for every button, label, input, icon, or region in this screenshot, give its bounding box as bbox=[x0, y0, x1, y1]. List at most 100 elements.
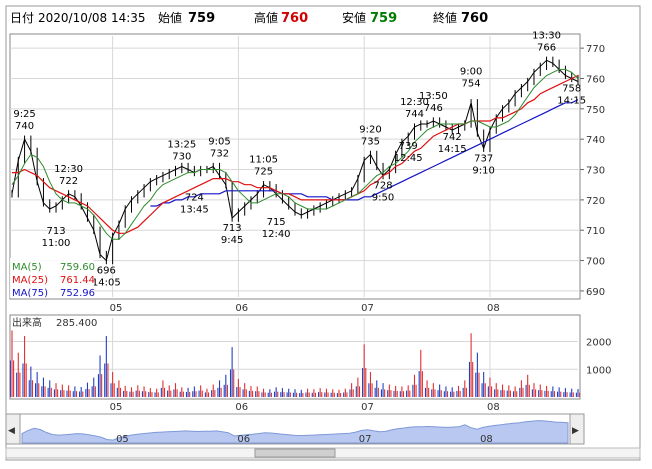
price-annotation: 12:30 bbox=[54, 164, 83, 175]
price-annotation: 12:30 bbox=[400, 97, 429, 108]
price-line bbox=[11, 59, 579, 262]
volume-value: 285.400 bbox=[56, 318, 97, 329]
legend-box bbox=[10, 258, 94, 298]
price-annotation: 744 bbox=[405, 109, 424, 120]
price-annotation: 732 bbox=[210, 149, 229, 160]
price-annotation: 730 bbox=[172, 152, 191, 163]
price-x-axis: 05 06 07 08 bbox=[110, 303, 500, 314]
close-value: 760 bbox=[461, 11, 488, 26]
price-annotations: 9:2574012:3072271311:0069614:0513:257307… bbox=[13, 30, 586, 288]
price-annotation: 715 bbox=[267, 217, 286, 228]
nav-right-arrow-icon: ▶ bbox=[572, 426, 579, 436]
low-label: 安値 bbox=[342, 10, 366, 25]
price-annotation: 9:10 bbox=[472, 165, 494, 176]
price-annotation: 725 bbox=[254, 167, 273, 178]
price-annotation: 746 bbox=[424, 103, 443, 114]
price-annotation: 742 bbox=[443, 132, 462, 143]
low-value: 759 bbox=[370, 11, 397, 26]
price-annotation: 713 bbox=[46, 226, 65, 237]
date-label: 日付 bbox=[10, 11, 34, 25]
price-annotation: 13:25 bbox=[167, 140, 196, 151]
legend-ma75-name: MA(75) bbox=[12, 288, 48, 299]
open-value: 759 bbox=[188, 11, 215, 26]
price-annotation: 722 bbox=[59, 176, 78, 187]
volume-x-axis: 05 06 07 08 bbox=[110, 402, 500, 413]
nav-x-label: 05 bbox=[116, 434, 129, 445]
price-tick-label: 770 bbox=[586, 44, 605, 55]
price-annotation: 737 bbox=[474, 153, 493, 164]
price-annotation: 740 bbox=[15, 121, 34, 132]
nav-left-arrow-icon: ◀ bbox=[8, 426, 15, 436]
volume-bars bbox=[9, 330, 581, 397]
price-annotation: 758 bbox=[562, 83, 581, 94]
price-tick-label: 740 bbox=[586, 135, 605, 146]
price-annotation: 13:50 bbox=[419, 91, 448, 102]
close-label: 終値 bbox=[433, 10, 457, 25]
legend-ma25-name: MA(25) bbox=[12, 275, 48, 286]
nav-x-label: 08 bbox=[480, 434, 493, 445]
volume-x-label: 06 bbox=[235, 402, 248, 413]
nav-x-label: 06 bbox=[237, 434, 250, 445]
price-annotation: 14:15 bbox=[557, 95, 586, 106]
price-annotation: 11:05 bbox=[249, 155, 278, 166]
price-annotation: 14:05 bbox=[92, 278, 121, 289]
volume-x-label: 08 bbox=[487, 402, 500, 413]
price-annotation: 13:30 bbox=[532, 30, 561, 41]
price-axis: 690 700 710 720 730 740 750 760 770 bbox=[580, 44, 605, 298]
volume-title: 出来高 bbox=[12, 316, 42, 329]
volume-x-label: 05 bbox=[110, 402, 123, 413]
volume-axis: 1000 2000 bbox=[586, 338, 611, 377]
ma5-line bbox=[11, 68, 579, 240]
price-annotation: 9:00 bbox=[460, 67, 482, 78]
price-annotation: 9:20 bbox=[359, 124, 381, 135]
ma75-line bbox=[150, 99, 579, 207]
legend: MA(5) 759.60 MA(25) 761.44 MA(75) 752.96 bbox=[10, 258, 95, 299]
price-series bbox=[11, 56, 579, 265]
legend-ma25-value: 761.44 bbox=[60, 275, 95, 286]
price-annotation: 724 bbox=[185, 193, 204, 204]
price-annotation: 9:25 bbox=[13, 109, 35, 120]
volume-tick-label: 2000 bbox=[586, 338, 611, 349]
price-annotation: 754 bbox=[462, 79, 481, 90]
price-annotation: 739 bbox=[399, 141, 418, 152]
price-x-label: 07 bbox=[361, 303, 374, 314]
legend-ma5-name: MA(5) bbox=[12, 262, 42, 273]
price-x-label: 06 bbox=[235, 303, 248, 314]
nav-right-button[interactable] bbox=[569, 413, 585, 445]
datetime-value: 2020/10/08 14:35 bbox=[38, 11, 146, 25]
price-tick-label: 700 bbox=[586, 257, 605, 268]
price-x-label: 05 bbox=[110, 303, 123, 314]
price-tick-label: 690 bbox=[586, 287, 605, 298]
legend-ma5-value: 759.60 bbox=[60, 262, 95, 273]
price-annotation: 766 bbox=[537, 42, 556, 53]
nav-x-label: 07 bbox=[359, 434, 372, 445]
price-annotation: 9:50 bbox=[372, 193, 394, 204]
price-annotation: 14:15 bbox=[438, 144, 467, 155]
volume-x-label: 07 bbox=[361, 402, 374, 413]
price-tick-label: 730 bbox=[586, 166, 605, 177]
price-tick-label: 720 bbox=[586, 196, 605, 207]
price-annotation: 13:45 bbox=[180, 205, 209, 216]
price-tick-label: 710 bbox=[586, 226, 605, 237]
price-grid bbox=[10, 36, 580, 297]
high-value: 760 bbox=[281, 11, 308, 26]
open-label: 始値 bbox=[158, 10, 182, 25]
price-x-label: 08 bbox=[487, 303, 500, 314]
ma25-line bbox=[12, 74, 579, 234]
navigator[interactable]: ◀ 05 06 07 08 ▶ bbox=[5, 413, 641, 459]
price-tick-label: 760 bbox=[586, 74, 605, 85]
price-annotation: 713 bbox=[223, 223, 242, 234]
nav-x-axis: 05 06 07 08 bbox=[116, 434, 493, 445]
price-annotation: 728 bbox=[373, 181, 392, 192]
high-label: 高値 bbox=[254, 10, 278, 25]
price-annotation: 696 bbox=[97, 266, 116, 277]
scrollbar-thumb[interactable] bbox=[254, 448, 336, 458]
price-annotation: 12:45 bbox=[394, 153, 423, 164]
price-annotation: 9:05 bbox=[208, 137, 230, 148]
legend-ma75-value: 752.96 bbox=[60, 288, 95, 299]
price-annotation: 735 bbox=[361, 136, 380, 147]
volume-tick-label: 1000 bbox=[586, 365, 611, 376]
price-tick-label: 750 bbox=[586, 105, 605, 116]
